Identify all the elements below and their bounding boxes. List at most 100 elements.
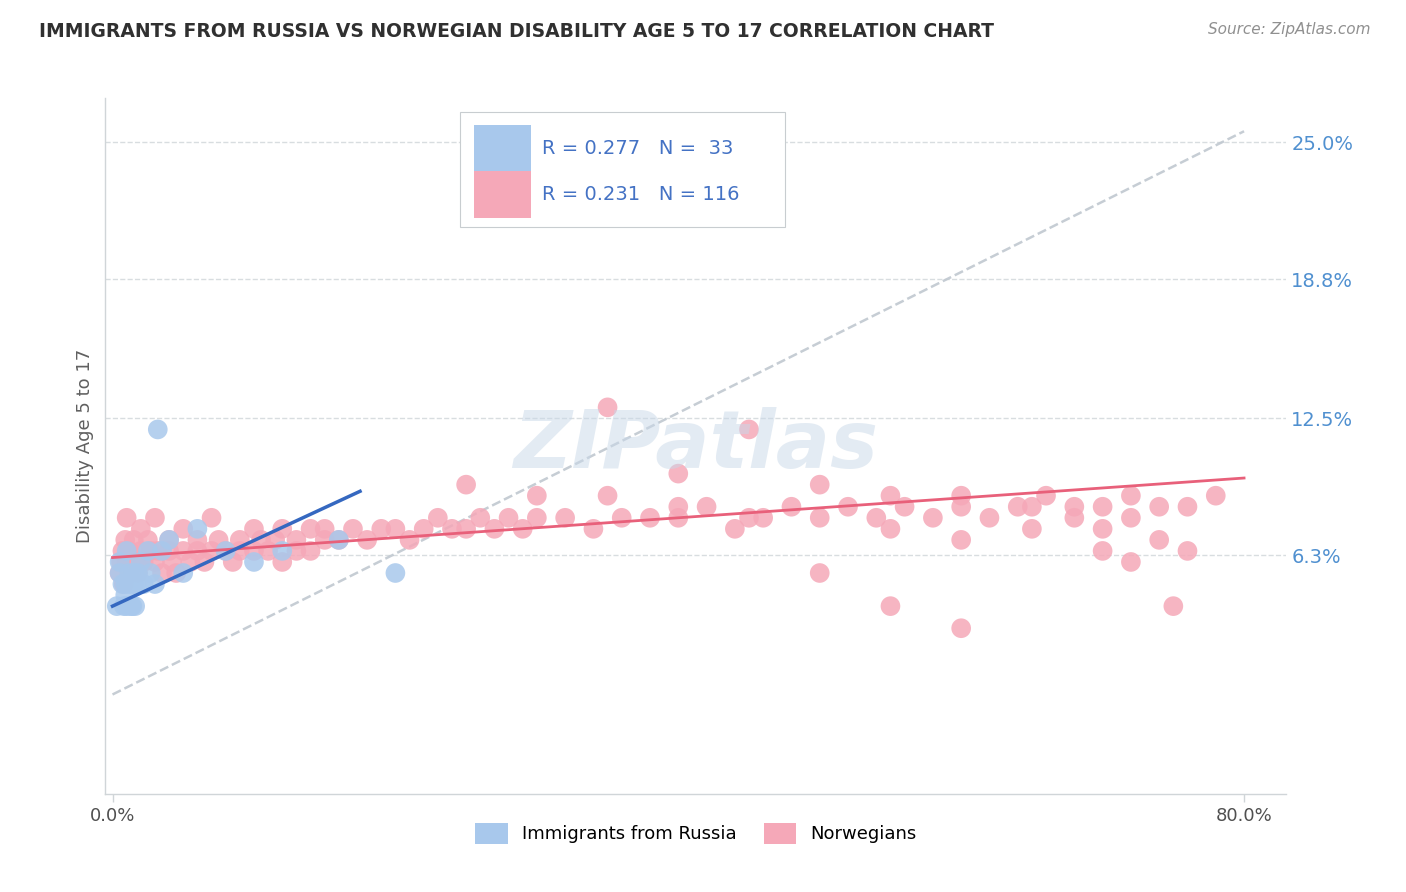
Point [285, 533, 308, 547]
Point [243, 544, 266, 558]
Point [129, 555, 152, 569]
Point [456, 522, 478, 536]
Point [115, 510, 138, 524]
Point [950, 500, 973, 514]
Point [412, 522, 434, 536]
Point [172, 566, 194, 580]
Point [456, 477, 478, 491]
Point [112, 577, 135, 591]
Point [582, 522, 605, 536]
Point [554, 510, 576, 524]
Point [1063, 500, 1085, 514]
Point [114, 577, 136, 591]
Point [1091, 500, 1114, 514]
Point [370, 522, 392, 536]
Point [115, 544, 138, 558]
Point [136, 544, 159, 558]
Point [271, 555, 294, 569]
Point [132, 555, 155, 569]
Point [666, 500, 689, 514]
Point [115, 555, 138, 569]
Point [139, 544, 162, 558]
Point [1021, 500, 1043, 514]
Point [526, 489, 548, 503]
Point [299, 522, 322, 536]
Point [470, 510, 492, 524]
Point [596, 401, 619, 415]
Point [356, 533, 378, 547]
Point [1063, 510, 1085, 524]
Y-axis label: Disability Age 5 to 17: Disability Age 5 to 17 [76, 349, 94, 543]
Point [127, 566, 149, 580]
Point [808, 477, 831, 491]
Point [1119, 510, 1142, 524]
Point [328, 533, 350, 547]
Point [596, 489, 619, 503]
Point [129, 544, 152, 558]
Point [121, 599, 143, 614]
Text: IMMIGRANTS FROM RUSSIA VS NORWEGIAN DISABILITY AGE 5 TO 17 CORRELATION CHART: IMMIGRANTS FROM RUSSIA VS NORWEGIAN DISA… [39, 22, 994, 41]
Point [837, 500, 859, 514]
Text: ZIPatlas: ZIPatlas [513, 407, 879, 485]
Point [193, 555, 215, 569]
Point [780, 500, 803, 514]
Point [440, 522, 463, 536]
Point [157, 544, 180, 558]
Point [172, 544, 194, 558]
Point [157, 533, 180, 547]
Point [129, 522, 152, 536]
Point [118, 566, 141, 580]
Point [122, 577, 145, 591]
Point [285, 544, 308, 558]
Point [271, 544, 294, 558]
Point [118, 577, 141, 591]
Point [215, 544, 238, 558]
Point [143, 577, 166, 591]
Point [124, 599, 146, 614]
Point [498, 510, 520, 524]
Point [1119, 555, 1142, 569]
Point [124, 555, 146, 569]
Point [114, 588, 136, 602]
Point [384, 566, 406, 580]
Point [108, 566, 131, 580]
Point [222, 555, 245, 569]
Point [1177, 544, 1199, 558]
Point [150, 566, 173, 580]
Point [879, 522, 901, 536]
Point [752, 510, 775, 524]
Point [186, 533, 208, 547]
Point [808, 510, 831, 524]
Point [1163, 599, 1185, 614]
Point [1147, 533, 1170, 547]
Point [215, 544, 238, 558]
Point [696, 500, 718, 514]
Point [250, 533, 273, 547]
Point [1091, 544, 1114, 558]
Point [114, 533, 136, 547]
Point [112, 599, 135, 614]
Point [666, 467, 689, 481]
Point [105, 599, 128, 614]
Point [118, 544, 141, 558]
Point [146, 544, 169, 558]
Point [484, 522, 506, 536]
Point [111, 577, 134, 591]
Point [125, 577, 148, 591]
Point [115, 599, 138, 614]
Point [1091, 522, 1114, 536]
Point [342, 522, 364, 536]
Point [257, 544, 280, 558]
Point [879, 599, 901, 614]
Point [157, 533, 180, 547]
Point [666, 510, 689, 524]
Point [1007, 500, 1029, 514]
Point [299, 544, 322, 558]
Point [314, 533, 336, 547]
Point [186, 522, 208, 536]
Point [1177, 500, 1199, 514]
Point [186, 544, 208, 558]
Point [108, 555, 131, 569]
Point [229, 544, 252, 558]
Point [150, 544, 173, 558]
